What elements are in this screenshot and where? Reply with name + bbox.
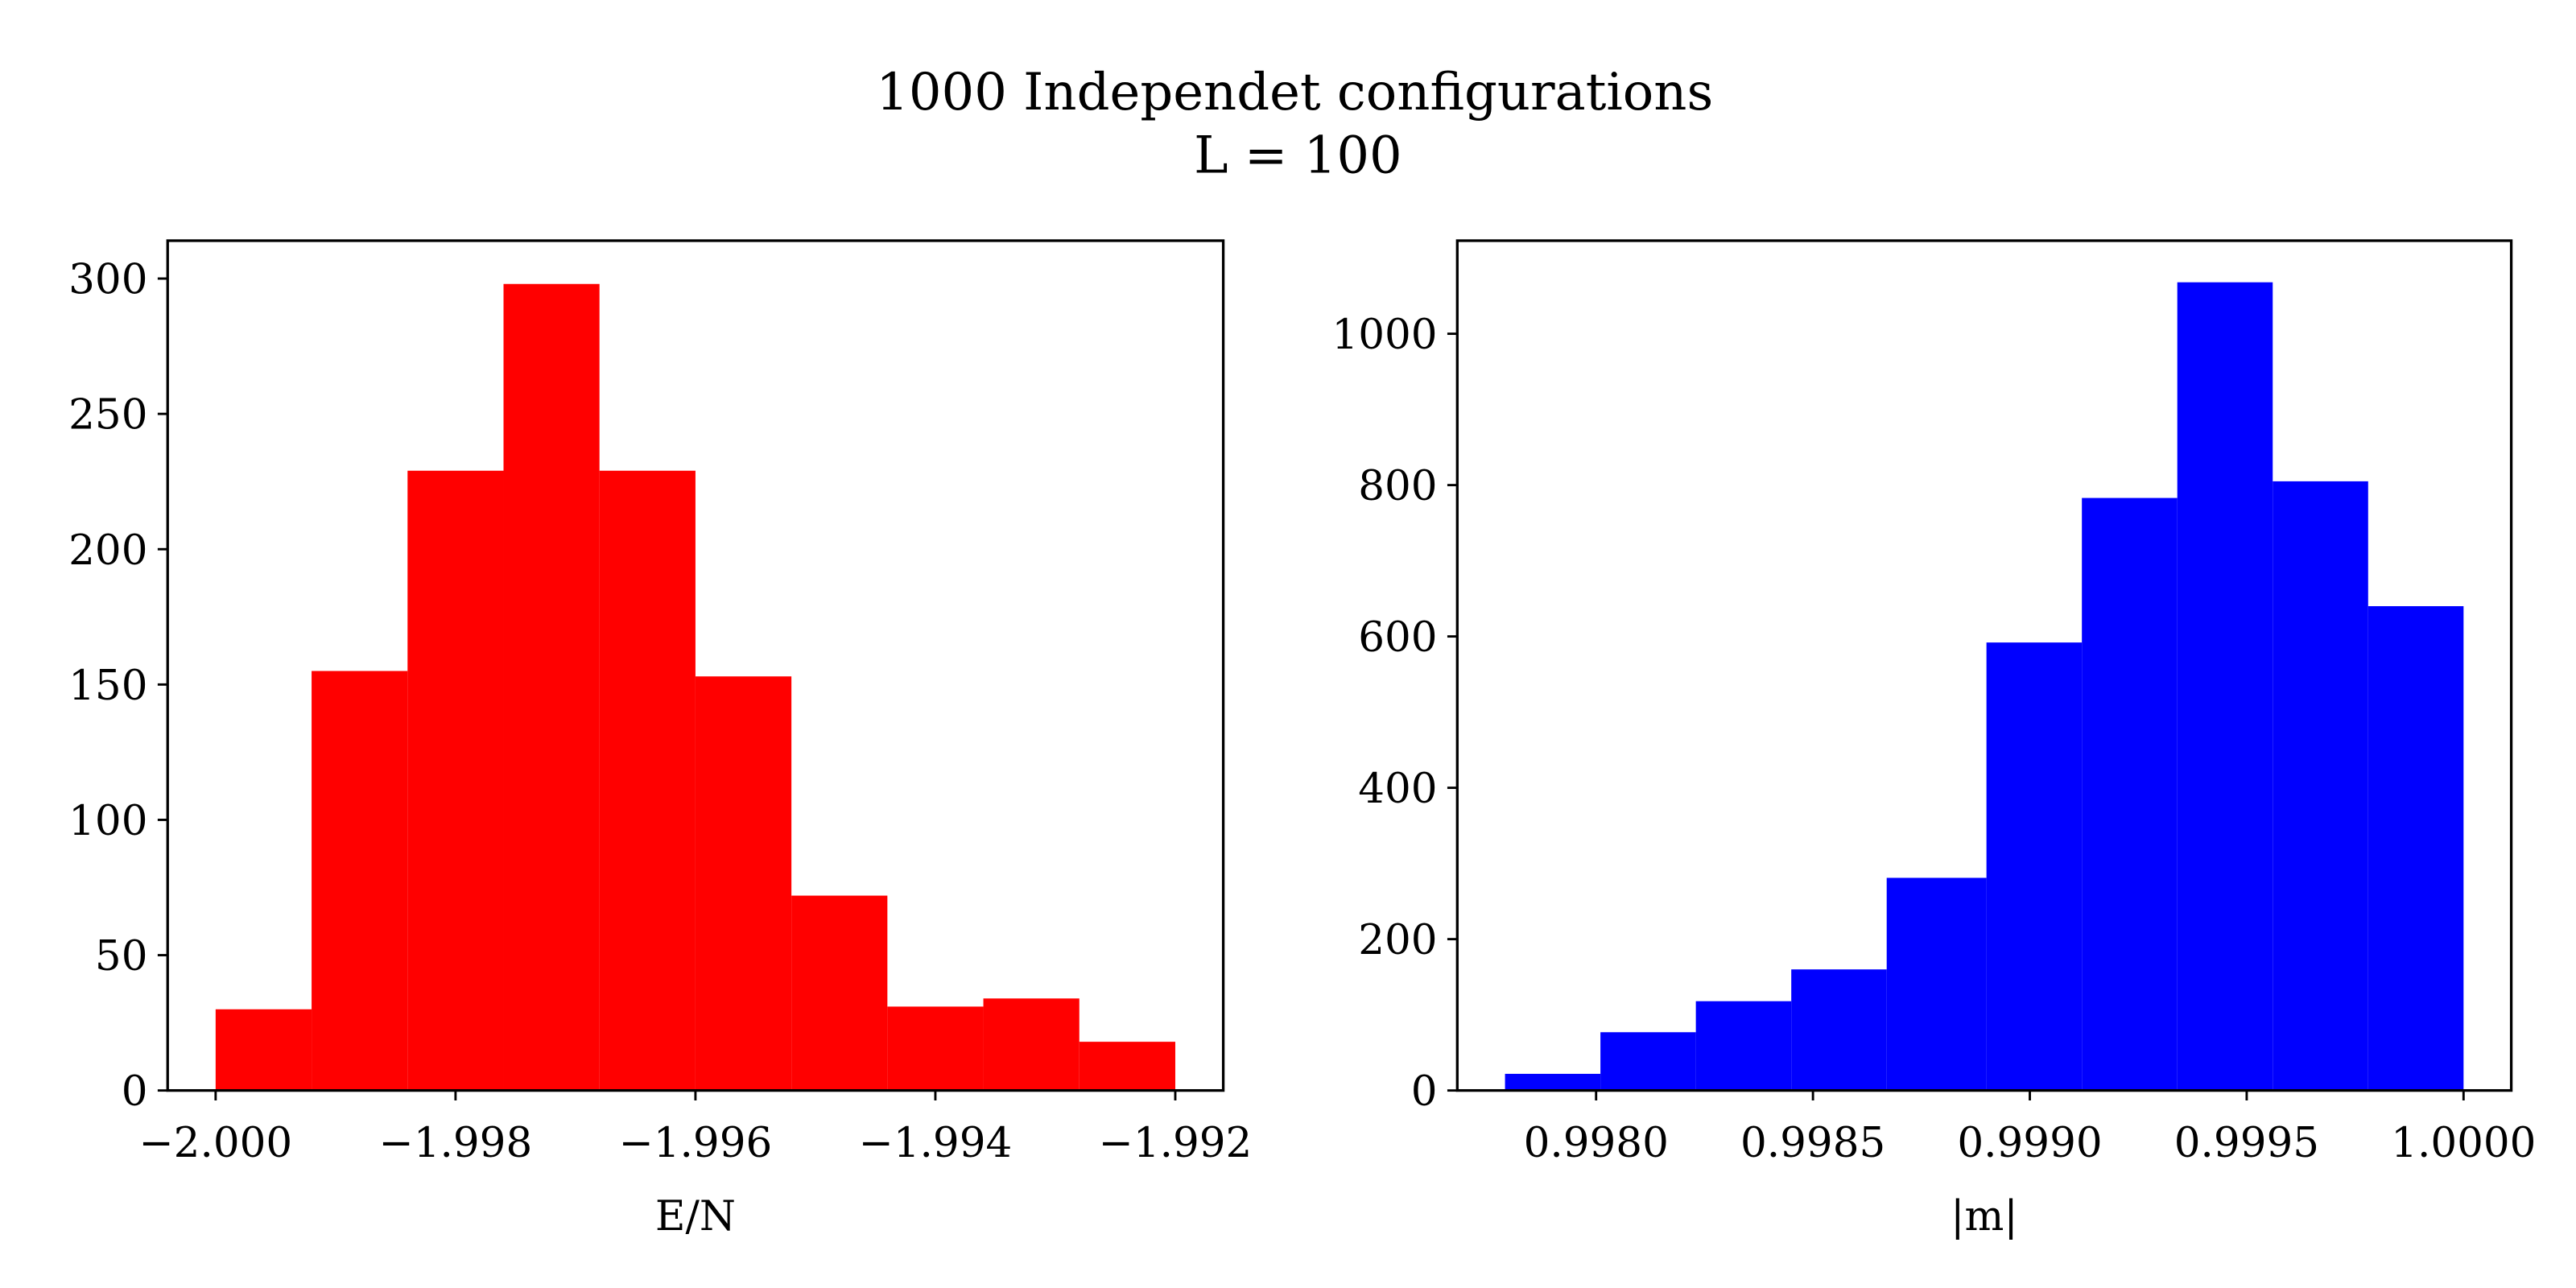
bar	[599, 470, 696, 1091]
bar	[1886, 877, 1987, 1091]
y-tick-label: 200	[1358, 916, 1437, 964]
bar	[2368, 606, 2464, 1091]
bar	[2273, 481, 2368, 1091]
axes-frame	[1455, 239, 2513, 1092]
x-tick-label: 0.9985	[1740, 1119, 1885, 1167]
bar	[1695, 1001, 1792, 1091]
bar	[1505, 1073, 1601, 1091]
figure-title: 1000 Independet configurations	[876, 63, 1713, 122]
x-tick-label: −1.998	[379, 1119, 533, 1167]
x-tick-label: 0.9980	[1524, 1119, 1669, 1167]
bar	[215, 1009, 312, 1091]
figure-subtitle: L = 100	[1194, 126, 1402, 185]
bar	[1600, 1032, 1696, 1091]
bar	[983, 998, 1080, 1091]
x-tick-label: −1.992	[1099, 1119, 1253, 1167]
x-tick-label: −2.000	[139, 1119, 293, 1167]
bar	[503, 283, 600, 1091]
x-tick-label: −1.994	[859, 1119, 1013, 1167]
bar	[1986, 642, 2083, 1091]
bar	[887, 1006, 984, 1091]
bar	[2082, 497, 2178, 1091]
bar	[695, 676, 792, 1091]
bar	[2177, 282, 2273, 1091]
bar	[312, 671, 408, 1091]
y-tick-label: 0	[1411, 1067, 1438, 1116]
x-tick-label: 0.9995	[2174, 1119, 2319, 1167]
x-tick-label: 1.0000	[2391, 1119, 2536, 1167]
bar	[791, 895, 888, 1091]
y-tick-label: 50	[95, 932, 148, 980]
y-tick-label: 400	[1358, 765, 1437, 813]
y-tick-label: 300	[68, 256, 147, 304]
x-tick-label: 0.9990	[1957, 1119, 2102, 1167]
y-tick-label: 150	[68, 662, 147, 710]
y-tick-label: 250	[68, 391, 147, 440]
x-tick-label: −1.996	[619, 1119, 773, 1167]
bar	[407, 470, 504, 1091]
bar	[1791, 969, 1887, 1091]
y-tick-label: 1000	[1331, 311, 1437, 359]
y-tick-label: 600	[1358, 613, 1437, 662]
x-axis-label: E/N	[655, 1192, 736, 1241]
y-tick-label: 800	[1358, 462, 1437, 510]
y-tick-label: 100	[68, 797, 147, 845]
y-tick-label: 200	[68, 526, 147, 575]
x-axis-label: |m|	[1951, 1192, 2018, 1241]
y-tick-label: 0	[122, 1067, 148, 1116]
bar	[1079, 1042, 1175, 1091]
